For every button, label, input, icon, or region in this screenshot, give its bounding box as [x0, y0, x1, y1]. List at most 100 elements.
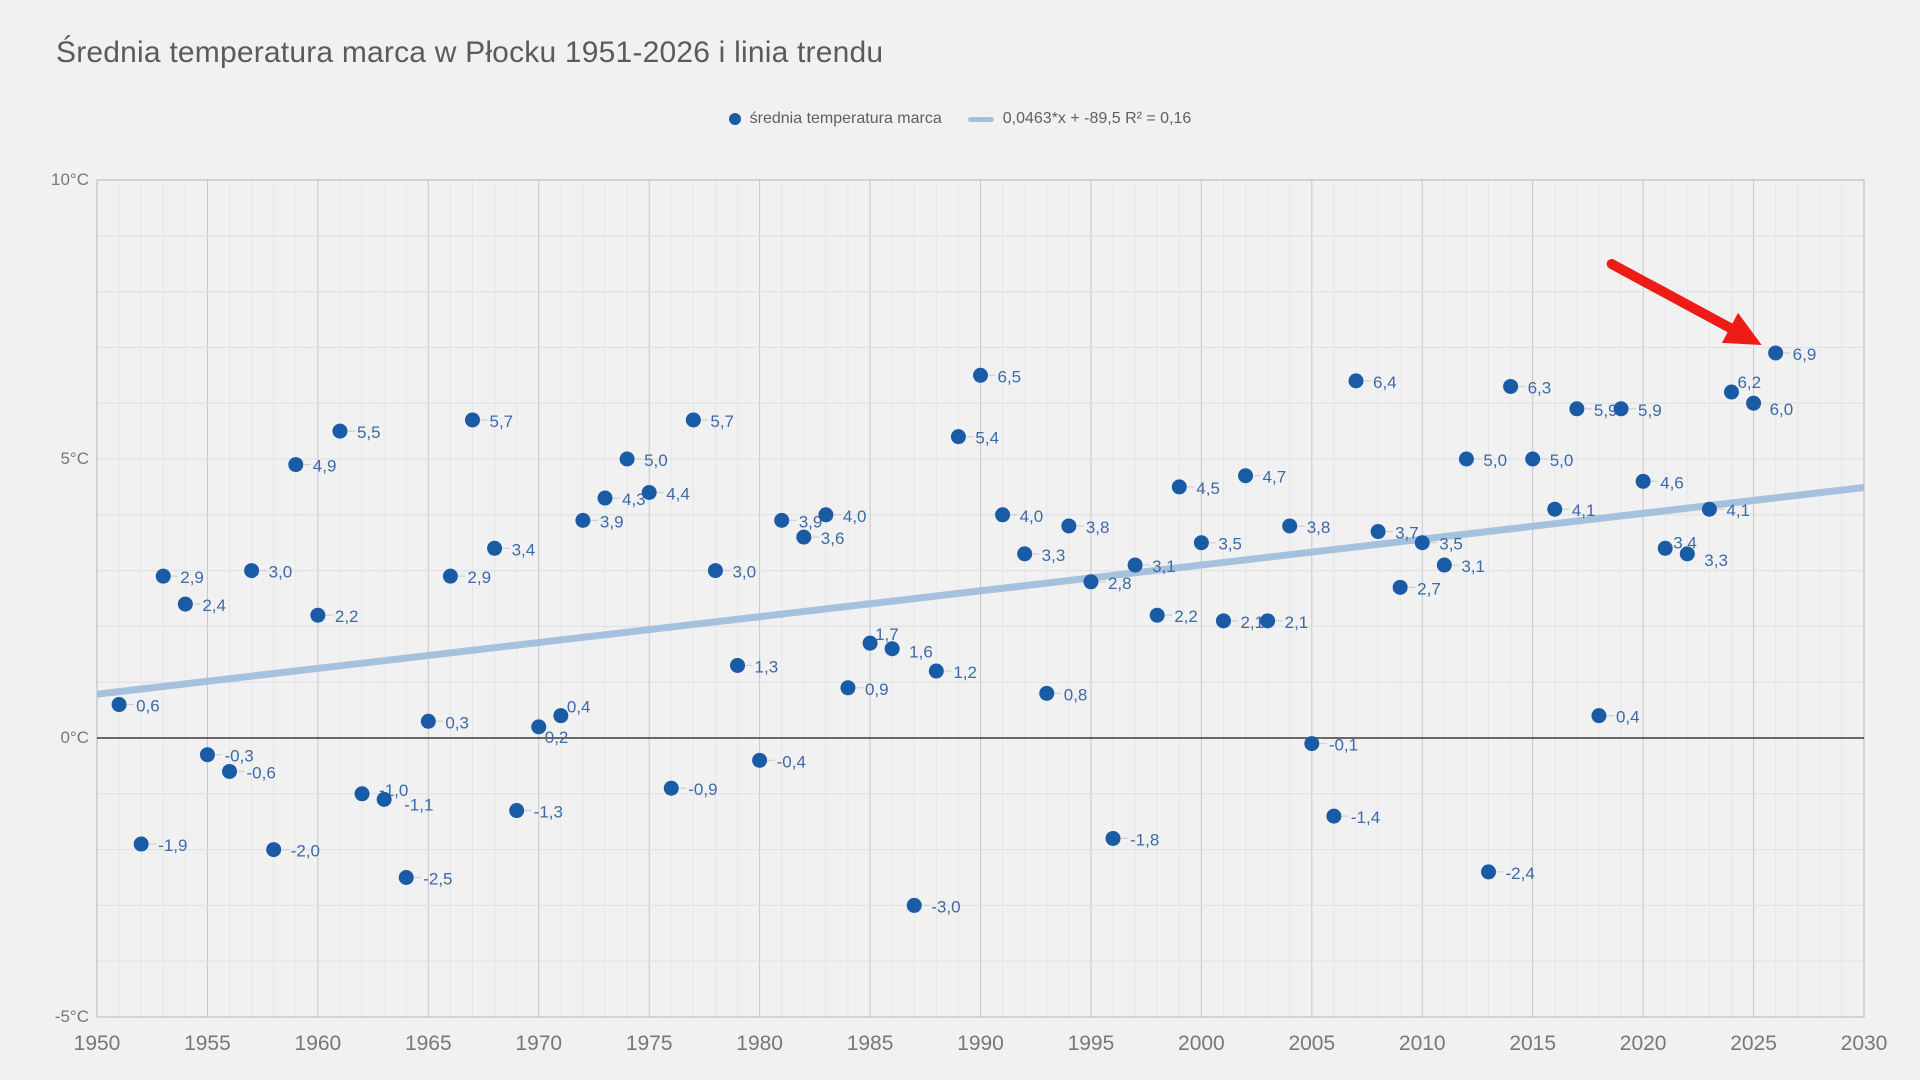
data-point-label: 5,9 [1594, 401, 1618, 420]
data-point[interactable] [1017, 546, 1033, 562]
data-point[interactable] [1149, 607, 1165, 623]
data-point[interactable] [1591, 708, 1607, 724]
data-point[interactable] [1525, 451, 1541, 467]
data-point[interactable] [730, 657, 746, 673]
data-point[interactable] [1127, 557, 1143, 573]
data-point[interactable] [663, 780, 679, 796]
data-point[interactable] [752, 752, 768, 768]
data-point[interactable] [1481, 864, 1497, 880]
data-point[interactable] [1370, 524, 1386, 540]
data-point-label: 3,5 [1218, 535, 1242, 554]
data-point-label: -2,0 [291, 842, 320, 861]
data-point[interactable] [862, 635, 878, 651]
data-point[interactable] [420, 713, 436, 729]
data-point[interactable] [1215, 613, 1231, 629]
data-point[interactable] [310, 607, 326, 623]
data-point[interactable] [487, 540, 503, 556]
data-point[interactable] [1193, 535, 1209, 551]
data-point-label: 6,5 [998, 367, 1022, 386]
data-point[interactable] [575, 512, 591, 528]
data-point[interactable] [244, 563, 260, 579]
data-point[interactable] [177, 596, 193, 612]
data-point[interactable] [288, 457, 304, 473]
legend: średnia temperatura marca 0,0463*x + -89… [0, 110, 1920, 128]
data-point-label: 4,3 [622, 490, 646, 509]
data-point-label: 1,6 [909, 643, 933, 662]
data-point[interactable] [1547, 501, 1563, 517]
data-point[interactable] [973, 367, 988, 383]
data-point[interactable] [199, 747, 215, 763]
data-point-label: 0,9 [865, 680, 889, 699]
data-point[interactable] [1414, 535, 1430, 551]
data-point-label: 2,9 [467, 568, 491, 587]
data-point[interactable] [1768, 345, 1784, 361]
data-point[interactable] [464, 412, 480, 428]
data-point[interactable] [995, 507, 1011, 523]
data-point[interactable] [133, 836, 149, 852]
x-axis-tick-label: 1975 [626, 1032, 673, 1055]
data-point[interactable] [796, 529, 812, 545]
data-point[interactable] [1171, 479, 1187, 495]
data-point[interactable] [1083, 574, 1099, 590]
data-point[interactable] [1039, 685, 1055, 701]
data-point-label: -0,1 [1329, 736, 1358, 755]
data-point[interactable] [619, 451, 635, 467]
data-point[interactable] [1282, 518, 1298, 534]
data-point[interactable] [597, 490, 613, 506]
data-point[interactable] [1458, 451, 1474, 467]
data-point[interactable] [906, 897, 922, 913]
data-point[interactable] [376, 791, 392, 807]
data-point[interactable] [641, 484, 657, 500]
data-point-label: 3,3 [1704, 551, 1728, 570]
x-axis-tick-label: 2005 [1288, 1032, 1335, 1055]
data-point[interactable] [1723, 384, 1739, 400]
data-point[interactable] [266, 842, 282, 858]
data-point-label: 6,0 [1770, 400, 1794, 419]
data-point[interactable] [1238, 468, 1254, 484]
data-point[interactable] [442, 568, 458, 584]
data-point[interactable] [884, 641, 900, 657]
data-point[interactable] [1746, 395, 1762, 411]
data-point[interactable] [1061, 518, 1077, 534]
data-point-label: 0,2 [545, 728, 569, 747]
data-point[interactable] [1348, 373, 1364, 389]
data-point[interactable] [155, 568, 171, 584]
data-point[interactable] [1503, 378, 1519, 394]
data-point[interactable] [685, 412, 701, 428]
data-point[interactable] [1260, 613, 1276, 629]
data-point-label: -0,3 [224, 747, 253, 766]
data-point[interactable] [774, 512, 790, 528]
data-point-label: 5,7 [489, 412, 513, 431]
data-point[interactable] [1436, 557, 1452, 573]
data-point[interactable] [1613, 401, 1629, 417]
data-point[interactable] [1326, 808, 1342, 824]
data-point-label: 4,1 [1726, 501, 1750, 520]
data-point[interactable] [1635, 473, 1651, 489]
data-point[interactable] [553, 708, 569, 724]
data-point[interactable] [509, 803, 525, 819]
axis-labels: 1950 1955 1960 1965 1970 1975 1980 1985 1990 1995… [51, 170, 1887, 1055]
data-point-label: 4,0 [843, 507, 867, 526]
data-point[interactable] [531, 719, 547, 735]
data-point[interactable] [1569, 401, 1585, 417]
data-point-label: 0,3 [445, 713, 469, 732]
x-axis-tick-label: 1955 [184, 1032, 231, 1055]
data-point[interactable] [1105, 830, 1121, 846]
data-point[interactable] [818, 507, 834, 523]
data-point[interactable] [840, 680, 856, 696]
data-point[interactable] [332, 423, 348, 439]
data-point[interactable] [928, 663, 944, 679]
data-point[interactable] [707, 563, 723, 579]
data-point[interactable] [950, 429, 966, 445]
data-point[interactable] [1304, 736, 1320, 752]
data-point[interactable] [1657, 540, 1673, 556]
data-point[interactable] [1679, 546, 1695, 562]
data-point[interactable] [222, 763, 238, 779]
data-point-label: 3,0 [732, 563, 756, 582]
data-point[interactable] [1701, 501, 1717, 517]
data-point[interactable] [1392, 579, 1408, 595]
data-point[interactable] [398, 870, 414, 885]
data-point[interactable] [111, 697, 127, 713]
data-point[interactable] [354, 786, 370, 802]
